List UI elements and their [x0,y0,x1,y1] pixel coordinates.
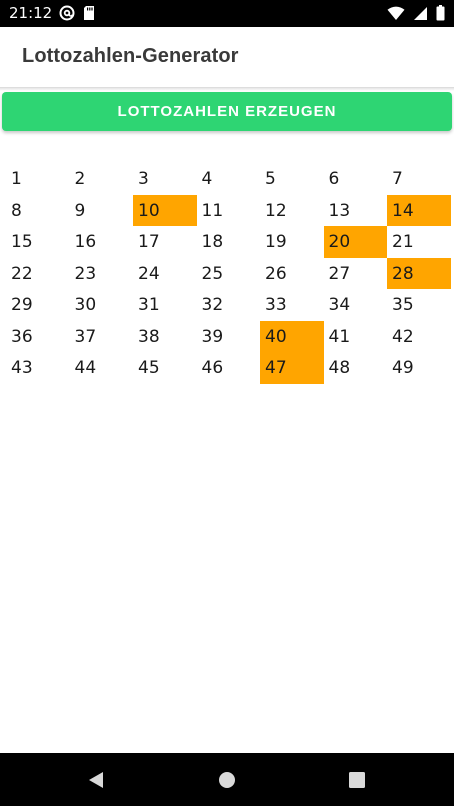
generate-numbers-button[interactable]: LOTTOZAHLEN ERZEUGEN [2,92,452,131]
lotto-number-cell-13[interactable]: 13 [328,200,351,221]
lotto-number-cell-31[interactable]: 31 [138,295,160,315]
wifi-icon [387,6,405,21]
lotto-number-cell-41[interactable]: 41 [328,326,351,347]
app-bar-shadow [0,88,454,91]
at-sign-icon [59,5,75,21]
home-icon[interactable] [216,769,238,791]
lotto-number-cell-27[interactable]: 27 [328,263,351,284]
app-bar: Lottozahlen-Generator [0,27,454,88]
lotto-number-cell-32[interactable]: 32 [201,295,224,315]
lotto-number-cell-14[interactable]: 14 [387,194,451,226]
status-bar: 21:12 [0,0,454,27]
lotto-number-cell-2[interactable]: 2 [74,169,86,189]
sd-card-icon [83,5,95,21]
lotto-number-cell-15[interactable]: 15 [11,232,33,252]
lotto-number-cell-1[interactable]: 1 [11,169,22,189]
lotto-number-cell-12[interactable]: 12 [265,200,287,221]
lotto-number-cell-37[interactable]: 37 [74,326,97,347]
lotto-number-cell-45[interactable]: 45 [138,358,160,378]
lotto-number-cell-47[interactable]: 47 [260,352,324,384]
lotto-number-grid: 1 2 3 4 5 6 7 8 9 10 11 12 13 14 15 16 17 18 19 20 21 22 23 24 2… [6,163,451,384]
navigation-bar [0,753,454,806]
lotto-number-cell-49[interactable]: 49 [392,358,414,378]
lotto-number-cell-28[interactable]: 28 [387,257,451,289]
lotto-number-cell-44[interactable]: 44 [74,358,97,378]
lotto-number-cell-21[interactable]: 21 [392,232,414,252]
lotto-number-cell-48[interactable]: 48 [328,358,351,378]
back-icon[interactable] [85,769,107,791]
lotto-number-cell-17[interactable]: 17 [138,232,160,252]
lotto-number-cell-29[interactable]: 29 [11,295,33,315]
lotto-number-cell-42[interactable]: 42 [392,326,414,347]
lotto-number-cell-35[interactable]: 35 [392,295,414,315]
lotto-number-cell-40[interactable]: 40 [260,320,324,352]
lotto-number-cell-22[interactable]: 22 [11,263,33,284]
lotto-number-cell-18[interactable]: 18 [201,232,224,252]
recents-icon[interactable] [346,769,368,791]
lotto-number-cell-26[interactable]: 26 [265,263,287,284]
status-right-icons [387,5,445,21]
lotto-number-cell-6[interactable]: 6 [328,169,340,189]
lotto-number-cell-10[interactable]: 10 [133,194,197,226]
lotto-number-cell-5[interactable]: 5 [265,169,276,189]
lotto-number-cell-9[interactable]: 9 [74,200,86,221]
status-time: 21:12 [9,4,53,22]
lotto-number-cell-30[interactable]: 30 [74,295,97,315]
app-title: Lottozahlen-Generator [22,45,239,67]
signal-icon [413,6,428,21]
lotto-number-cell-46[interactable]: 46 [201,358,224,378]
lotto-number-cell-38[interactable]: 38 [138,326,160,347]
lotto-number-cell-20[interactable]: 20 [323,226,387,258]
status-left-icons [59,5,95,21]
lotto-number-cell-11[interactable]: 11 [201,200,224,221]
lotto-number-cell-43[interactable]: 43 [11,358,33,378]
lotto-number-cell-7[interactable]: 7 [392,169,403,189]
lotto-number-cell-24[interactable]: 24 [138,263,160,284]
lotto-number-cell-16[interactable]: 16 [74,232,97,252]
lotto-number-cell-4[interactable]: 4 [201,169,213,189]
lotto-number-cell-25[interactable]: 25 [201,263,224,284]
lotto-number-cell-19[interactable]: 19 [265,232,287,252]
lotto-number-cell-33[interactable]: 33 [265,295,287,315]
lotto-number-cell-34[interactable]: 34 [328,295,351,315]
lotto-number-cell-39[interactable]: 39 [201,326,224,347]
lotto-number-cell-8[interactable]: 8 [11,200,22,221]
battery-icon [436,5,445,21]
lotto-number-cell-36[interactable]: 36 [11,326,33,347]
lotto-number-cell-3[interactable]: 3 [138,169,149,189]
lotto-number-cell-23[interactable]: 23 [74,263,97,284]
